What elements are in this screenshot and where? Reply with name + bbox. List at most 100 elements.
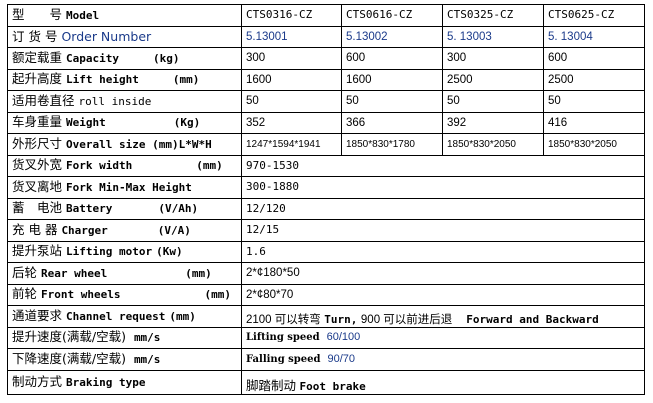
spec-value: 50 [346, 95, 359, 108]
row-label-en: Fork Min-Max Height [66, 180, 192, 194]
spec-value: 1850*830*2050 [548, 138, 617, 150]
spec-value-cell: 300-1880 [241, 176, 645, 199]
row-label-zh: 蓄 电池 [12, 200, 63, 216]
spec-value: 970-1530 [246, 158, 299, 172]
spec-value-cell: 2500 [442, 68, 544, 91]
row-label-en: Channel request [66, 309, 166, 323]
spec-label-cell: 订 货 号 Order Number [7, 25, 242, 48]
row-label-zh: 额定载重 [12, 49, 63, 65]
spec-label-cell: 充 电 器 Charger (V/A) [7, 219, 242, 242]
spec-value: 300 [246, 52, 266, 65]
spec-value-cell: 352 [241, 111, 342, 134]
spec-value: 1850*830*2050 [447, 138, 516, 150]
spec-value: 600 [548, 52, 568, 65]
table-row: 通道要求 Channel request (mm) 2100 可以转弯 Turn,… [7, 305, 645, 328]
row-label-zh: 外形尺寸 [12, 135, 63, 151]
table-row: 订 货 号 Order Number 5.13001 5.13002 5. 13003… [7, 25, 645, 48]
table-row: 制动方式 Braking type 脚踏制动 Foot brake [7, 369, 645, 395]
row-unit: (kg) [152, 51, 180, 65]
row-unit: (mm) [169, 309, 196, 323]
spec-value-cell: Lifting speed 60/100 [241, 326, 645, 349]
spec-value-en: Forward and Backward [466, 312, 599, 326]
spec-label-cell: 蓄 电池 Battery (V/Ah) [7, 197, 242, 220]
spec-value-cell: 392 [442, 111, 544, 134]
spec-table: 型 号 Model CTS0316-CZ CTS0616-CZ CTS0325-CZ C… [7, 4, 645, 395]
row-label-en: Model [66, 8, 100, 22]
spec-value-cell: 2100 可以转弯 Turn, 900 可以前进后退 Forward and B… [241, 305, 645, 328]
table-row: 货叉离地 Fork Min-Max Height 300-1880 [7, 176, 645, 199]
spec-value: 300-1880 [246, 180, 299, 194]
spec-value: 1850*830*1780 [346, 138, 415, 150]
speed-value: 90/70 [327, 352, 356, 365]
spec-value-cell: 50 [241, 90, 342, 113]
spec-value-cell: 416 [543, 111, 645, 134]
row-label-en: Rear wheel [41, 266, 108, 280]
row-label-zh: 车身重量 [12, 114, 63, 130]
spec-value-cell: 1850*830*2050 [543, 133, 645, 156]
spec-value: CTS0325-CZ [447, 8, 514, 22]
spec-value-en: Turn, [324, 312, 358, 326]
spec-value-cell: 2500 [543, 68, 645, 91]
row-unit: (mm) [185, 266, 212, 280]
spec-value: 5. 13004 [548, 30, 593, 43]
spec-value-cell: 50 [341, 90, 443, 113]
row-unit: (Kg) [173, 116, 201, 130]
table-row: 货叉外宽 Fork width (mm) 970-1530 [7, 154, 645, 177]
row-unit: (V/A) [157, 223, 191, 237]
spec-value: 416 [548, 116, 568, 129]
row-label-en: Braking type [66, 375, 146, 389]
row-label-zh: 前轮 [12, 286, 38, 302]
row-unit: mm/s [133, 331, 161, 345]
spec-value-cell: 5. 13004 [543, 25, 645, 48]
spec-value-cell: 300 [442, 47, 544, 70]
row-label-zh: 提升泵站 [12, 243, 63, 259]
spec-value: 2100 可以转弯 [246, 313, 321, 326]
spec-value-cell: 5. 13003 [442, 25, 544, 48]
spec-value: 50 [447, 95, 460, 108]
spec-value: CTS0625-CZ [548, 8, 615, 22]
row-label-zh: 型 号 [12, 6, 63, 22]
spec-value: 50 [246, 95, 259, 108]
spec-value: CTS0316-CZ [246, 8, 313, 22]
spec-value: 900 可以前进后退 [360, 313, 453, 326]
spec-value-cell: 600 [341, 47, 443, 70]
spec-value-cell: CTS0325-CZ [442, 4, 544, 27]
spec-label-cell: 型 号 Model [7, 4, 242, 27]
spec-value-cell: 5.13002 [341, 25, 443, 48]
spec-label-cell: 前轮 Front wheels (mm) [7, 283, 242, 306]
row-label-en: Lifting motor [66, 245, 153, 259]
spec-value-en: Foot brake [299, 379, 366, 393]
row-unit: (Kw) [156, 245, 183, 259]
spec-value: 1600 [346, 73, 372, 86]
spec-label-cell: 额定载重 Capacity (kg) [7, 47, 242, 70]
spec-value-cell: 1600 [241, 68, 342, 91]
spec-value: 2500 [548, 73, 574, 86]
table-row: 车身重量 Weight (Kg) 352 366 392 416 [7, 111, 645, 134]
spec-value: 5. 13003 [447, 30, 492, 43]
row-label-en: Battery [66, 202, 113, 216]
row-label-zh: 订 货 号 [12, 28, 58, 44]
speed-label: Falling speed [246, 353, 321, 365]
table-row: 蓄 电池 Battery (V/Ah) 12/120 [7, 197, 645, 220]
table-row: 适用卷直径 roll inside 50 50 50 50 [7, 90, 645, 113]
spec-value: 1.6 [246, 244, 266, 258]
spec-value: 300 [447, 52, 467, 65]
row-unit: (mm) [196, 159, 223, 173]
spec-label-cell: 提升速度(满载/空载) mm/s [7, 326, 242, 349]
table-row: 提升速度(满载/空载) mm/s Lifting speed 60/100 [7, 326, 645, 349]
table-row: 下降速度(满载/空载) mm/s Falling speed 90/70 [7, 348, 645, 371]
spec-value-cell: 2*¢80*70 [241, 283, 645, 306]
spec-value-cell: CTS0625-CZ [543, 4, 645, 27]
speed-value: 60/100 [326, 331, 361, 344]
spec-value: 脚踏制动 [246, 377, 297, 393]
spec-value: 1600 [246, 73, 272, 86]
spec-label-cell: 外形尺寸 Overall size (mm)L*W*H [7, 133, 242, 156]
spec-value-cell: 2*¢180*50 [241, 262, 645, 285]
spec-value: 600 [346, 52, 366, 65]
spec-value: 5.13001 [246, 30, 288, 43]
spec-value-cell: CTS0616-CZ [341, 4, 443, 27]
spec-value-cell: 600 [543, 47, 645, 70]
table-row: 后轮 Rear wheel (mm) 2*¢180*50 [7, 262, 645, 285]
spec-value: 2500 [447, 73, 473, 86]
spec-label-cell: 后轮 Rear wheel (mm) [7, 262, 242, 285]
